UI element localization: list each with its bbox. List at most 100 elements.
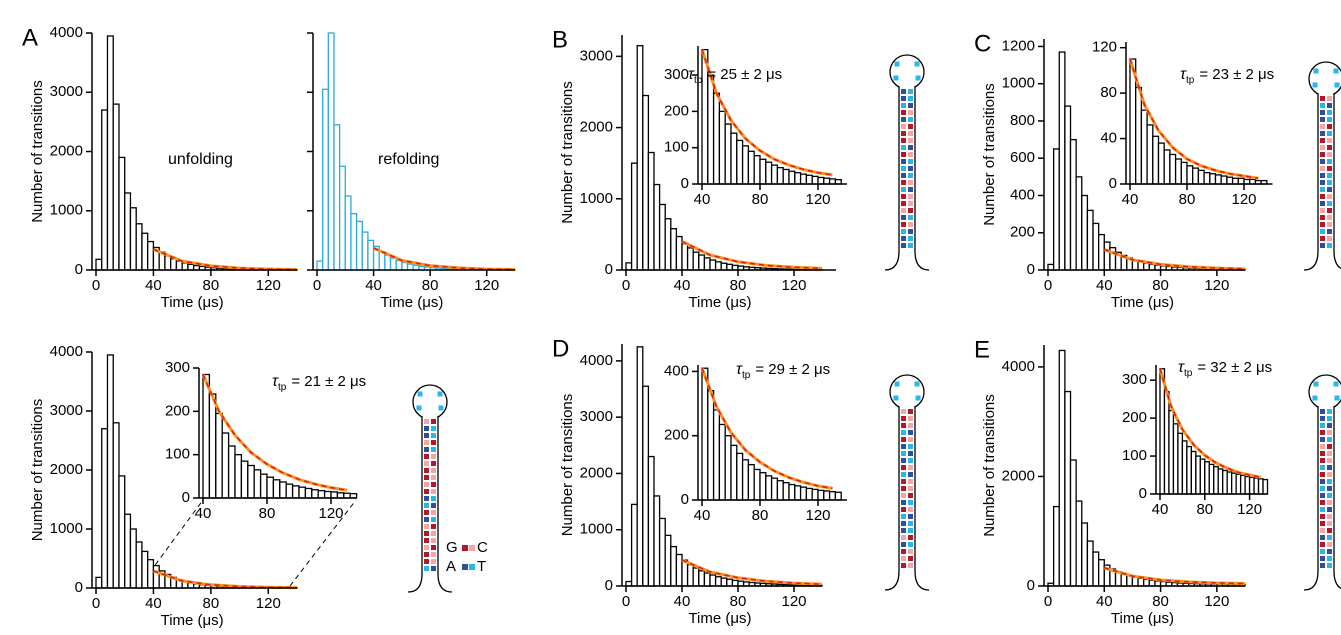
- stem-base: [908, 152, 913, 157]
- bar: [175, 260, 183, 271]
- bar: [1177, 432, 1184, 495]
- stem-base: [424, 566, 429, 571]
- loop-base: [914, 381, 920, 387]
- bar: [1058, 51, 1066, 271]
- bar: [112, 103, 120, 271]
- bar: [1257, 478, 1264, 495]
- x-tick-label: 80: [730, 277, 747, 294]
- stem-base: [901, 194, 906, 199]
- bar: [625, 262, 633, 271]
- y-tick-label: 0: [1109, 175, 1117, 192]
- bar: [765, 161, 773, 185]
- x-tick-label: 80: [203, 277, 220, 294]
- stem-base: [908, 479, 913, 484]
- bar: [118, 475, 126, 589]
- y-tick-label: 0: [75, 579, 83, 596]
- x-tick-label: 80: [422, 277, 439, 294]
- hairpin: [1303, 374, 1341, 591]
- bar: [647, 151, 655, 271]
- bar: [770, 164, 779, 185]
- bar: [367, 239, 375, 271]
- legend-swatch: [462, 564, 468, 570]
- bar: [788, 170, 796, 185]
- bar: [1186, 445, 1193, 495]
- stem-base: [908, 521, 913, 526]
- stem-base: [908, 444, 913, 449]
- y-tick-label: 120: [1092, 39, 1117, 56]
- y-tick-label: 0: [75, 261, 83, 278]
- stem-base: [431, 552, 436, 557]
- stem-base: [424, 440, 429, 445]
- y-tick-label: 100: [165, 446, 190, 463]
- bar: [95, 576, 103, 589]
- x-tick-label: 40: [145, 277, 162, 294]
- bar: [698, 570, 706, 587]
- stem-base: [1320, 131, 1325, 136]
- stem-base: [424, 489, 429, 494]
- stem-base: [431, 426, 436, 431]
- stem-base: [908, 437, 913, 442]
- stem: [1318, 93, 1334, 251]
- bar: [1069, 138, 1077, 271]
- bar: [152, 564, 160, 589]
- stem-base: [1320, 187, 1325, 192]
- tau-subscript: tp: [1184, 368, 1193, 379]
- bar: [395, 259, 403, 271]
- x-tick-label: 40: [1122, 191, 1139, 208]
- bar: [1204, 461, 1210, 495]
- stem-base: [908, 535, 913, 540]
- stem-base: [1327, 437, 1332, 442]
- tau-text: = 29 ± 2 μs: [755, 361, 830, 378]
- bar: [720, 262, 728, 271]
- loop-base: [1313, 381, 1319, 387]
- stem-base: [908, 138, 913, 143]
- bar: [1235, 473, 1242, 495]
- bar: [828, 490, 837, 501]
- y-tick-label: 200: [1122, 409, 1147, 426]
- loop-base: [893, 395, 899, 401]
- bar: [1131, 576, 1139, 587]
- y-tick-label: 4000: [50, 343, 83, 360]
- bar: [1169, 153, 1177, 185]
- y-axis-label: Number of transitions: [981, 83, 998, 226]
- bar: [1226, 176, 1234, 185]
- y-tick-label: 0: [1139, 485, 1147, 502]
- y-axis-label: Number of transitions: [559, 81, 576, 224]
- y-tick-label: 0: [681, 491, 689, 508]
- stem-base: [1327, 423, 1332, 428]
- bar: [770, 477, 779, 501]
- bar: [642, 94, 650, 271]
- chart: 40 80 120 0 40 80 120 τtp = 23 ± 2 μs: [1092, 39, 1274, 208]
- tau-symbol: τ: [1180, 66, 1187, 83]
- bar: [782, 168, 790, 185]
- bar: [317, 489, 326, 499]
- bar: [718, 110, 726, 185]
- bar: [1174, 158, 1182, 185]
- bar: [333, 124, 341, 271]
- bar: [1163, 390, 1170, 495]
- tau-label: τtp = 29 ± 2 μs: [736, 361, 830, 381]
- stem-base: [1327, 110, 1332, 115]
- stem-base: [901, 138, 906, 143]
- x-tick-label: 40: [694, 507, 711, 524]
- bar: [724, 435, 732, 501]
- bar: [327, 32, 335, 271]
- stem-base: [1320, 451, 1325, 456]
- stem-base: [1320, 208, 1325, 213]
- stem-base: [431, 517, 436, 522]
- stem-base: [1327, 131, 1332, 136]
- y-tick-label: 0: [182, 489, 190, 506]
- stem-base: [908, 96, 913, 101]
- bar: [361, 231, 369, 271]
- bar: [1152, 135, 1160, 185]
- bar: [240, 460, 249, 499]
- bar: [730, 132, 738, 185]
- bar: [1199, 458, 1206, 495]
- stem-base: [1327, 180, 1332, 185]
- fit-line-dashed: [373, 247, 516, 271]
- stem-base: [1327, 493, 1332, 498]
- stem-base: [1327, 556, 1332, 561]
- stem-base: [901, 159, 906, 164]
